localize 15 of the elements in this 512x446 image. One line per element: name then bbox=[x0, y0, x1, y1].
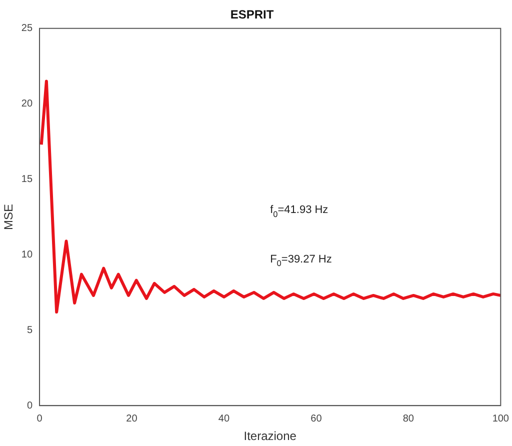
y-tick-label: 25 bbox=[21, 23, 33, 34]
y-axis-title: MSE bbox=[2, 204, 16, 230]
x-tick-label: 100 bbox=[492, 413, 510, 424]
y-tick-label: 10 bbox=[21, 249, 33, 260]
y-tick-label: 0 bbox=[26, 400, 33, 412]
y-tick-label: 20 bbox=[21, 98, 33, 110]
y-tick-label: 15 bbox=[21, 174, 33, 186]
x-axis-title: Iterazione bbox=[244, 429, 297, 444]
chart-title: ESPRIT bbox=[230, 8, 274, 22]
x-tick-label: 80 bbox=[402, 413, 414, 424]
x-tick-label: 20 bbox=[126, 413, 138, 424]
x-tick-label: 40 bbox=[218, 413, 230, 424]
x-tick-label: 60 bbox=[310, 413, 322, 424]
y-tick-label: 5 bbox=[26, 324, 33, 336]
x-tick-label: 0 bbox=[36, 413, 43, 424]
